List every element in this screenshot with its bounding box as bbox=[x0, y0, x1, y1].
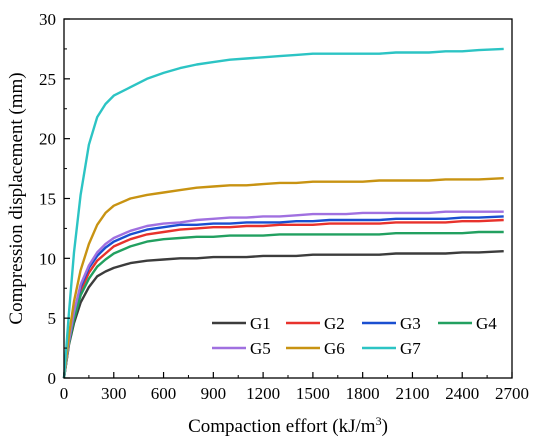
legend-label-g1: G1 bbox=[250, 314, 271, 333]
legend-label-g5: G5 bbox=[250, 339, 271, 358]
plot-lines bbox=[62, 47, 504, 379]
y-tick-label: 0 bbox=[48, 369, 57, 388]
series-line-g3 bbox=[62, 215, 504, 379]
series-line-g6 bbox=[62, 177, 504, 379]
y-tick-label: 10 bbox=[39, 249, 56, 268]
x-tick-label: 2400 bbox=[445, 384, 479, 403]
series-line-g2 bbox=[62, 218, 504, 379]
x-tick-label: 900 bbox=[201, 384, 227, 403]
y-tick-label: 20 bbox=[39, 130, 56, 149]
x-tick-label: 600 bbox=[151, 384, 177, 403]
x-axis-label: Compaction effort (kJ/m3) bbox=[188, 414, 388, 437]
x-tick-label: 1500 bbox=[296, 384, 330, 403]
legend-label-g7: G7 bbox=[400, 339, 421, 358]
legend-label-g4: G4 bbox=[476, 314, 497, 333]
x-tick-label: 2100 bbox=[395, 384, 429, 403]
y-tick-label: 5 bbox=[48, 309, 57, 328]
axis-ticks bbox=[63, 18, 513, 379]
series-line-g7 bbox=[62, 47, 504, 379]
y-axis-label: Compression displacement (mm) bbox=[6, 72, 27, 324]
x-axis-label-main: Compaction effort (kJ/m bbox=[188, 416, 376, 437]
series-line-g5 bbox=[62, 210, 504, 379]
y-tick-label: 25 bbox=[39, 70, 56, 89]
legend: G1 G2 G3 G4 G5 G6 G7 bbox=[212, 314, 497, 358]
series-line-g4 bbox=[62, 230, 504, 379]
x-tick-label: 1200 bbox=[246, 384, 280, 403]
x-axis-label-superscript: 3 bbox=[376, 414, 382, 428]
y-tick-label: 30 bbox=[39, 10, 56, 29]
x-axis-label-end: ) bbox=[382, 416, 388, 437]
series-line-g1 bbox=[62, 250, 504, 379]
x-tick-label: 2700 bbox=[495, 384, 529, 403]
tick-labels: 0 300 600 900 1200 1500 1800 2100 2400 2700 0 5 10 15… bbox=[39, 10, 529, 403]
legend-label-g2: G2 bbox=[324, 314, 345, 333]
legend-label-g6: G6 bbox=[324, 339, 345, 358]
x-tick-label: 0 bbox=[60, 384, 69, 403]
x-tick-label: 1800 bbox=[346, 384, 380, 403]
y-tick-label: 15 bbox=[39, 190, 56, 209]
legend-label-g3: G3 bbox=[400, 314, 421, 333]
x-tick-label: 300 bbox=[101, 384, 127, 403]
